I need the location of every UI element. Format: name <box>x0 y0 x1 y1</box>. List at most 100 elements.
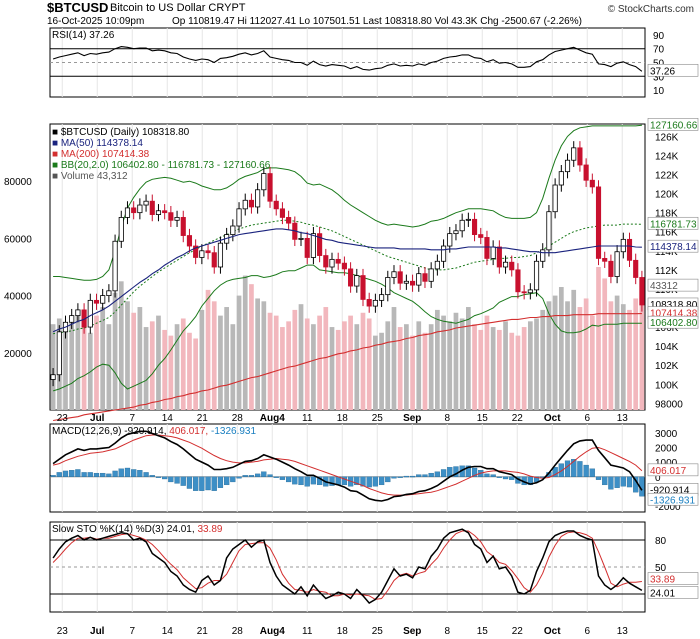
volume-value-tag-bg <box>647 278 699 292</box>
candle-body <box>323 255 329 268</box>
price-value-tag: 108318.80 <box>650 300 698 311</box>
macd-hist-tag-bg <box>647 492 699 506</box>
volume-bar <box>416 321 422 410</box>
volume-bar <box>317 315 322 410</box>
candle-body <box>571 147 577 161</box>
candle-body <box>379 294 385 301</box>
candle-body <box>440 245 447 262</box>
bb-middle-line <box>53 219 642 335</box>
sto-k-tag: 24.01 <box>650 588 675 599</box>
candle-body <box>540 249 546 262</box>
volume-bar <box>422 332 428 410</box>
macd-histogram-bar <box>230 476 236 483</box>
candle-body <box>112 240 118 292</box>
macd-histogram-bar <box>285 476 292 483</box>
macd-signal-tag: 406.017 <box>650 466 687 477</box>
rsi-value-tag-bg <box>647 63 699 77</box>
x-axis-label: 13 <box>617 413 629 424</box>
x-axis-label: 8 <box>444 413 450 424</box>
candle-body <box>639 277 645 306</box>
volume-bar <box>242 275 248 410</box>
volume-bar <box>404 324 409 410</box>
price-tick-label: 120K <box>655 190 679 201</box>
volume-bar <box>453 312 459 410</box>
x-axis-label: 14 <box>162 413 174 424</box>
candle-body <box>422 273 428 282</box>
candle-body <box>595 186 602 259</box>
price-tick-label: 100K <box>655 380 679 391</box>
volume-bar <box>193 338 199 410</box>
candle-body <box>403 280 409 284</box>
macd-histogram-bar <box>372 476 379 487</box>
volume-tick-label: 60000 <box>4 234 32 245</box>
candle-body <box>199 250 205 258</box>
macd-histogram-bar <box>403 475 410 478</box>
volume-bar <box>639 286 645 410</box>
price-legend-item: ■ MA(200) 107414.38 <box>52 149 149 160</box>
candle-body <box>286 217 292 224</box>
volume-bar <box>410 335 415 410</box>
candle-body <box>267 173 273 202</box>
rsi-tick-label: 70 <box>653 45 665 56</box>
x-axis-label-bottom: 23 <box>57 626 69 637</box>
volume-bar <box>348 315 353 410</box>
volume-bar <box>366 318 372 410</box>
volume-bar <box>484 315 490 410</box>
macd-histogram-bar <box>155 476 162 478</box>
macd-histogram-bar <box>255 473 261 477</box>
stoch-d-line <box>52 530 642 600</box>
price-tick-label: 122K <box>655 171 679 182</box>
price-value-tag: 106402.80 <box>650 318 698 329</box>
candle-body <box>447 233 453 247</box>
sto-tick-label: 80 <box>655 536 667 547</box>
bb-upper-line <box>53 124 642 281</box>
macd-histogram-bar <box>106 473 112 477</box>
candle-body <box>143 200 149 206</box>
candle-body <box>471 218 478 235</box>
volume-bar <box>100 307 106 410</box>
candle-body <box>410 280 416 286</box>
x-axis-label-bottom: 6 <box>584 626 590 637</box>
candle-body <box>509 261 515 271</box>
volume-bar <box>490 327 496 410</box>
volume-bar <box>397 327 403 410</box>
volume-bar <box>292 309 298 410</box>
copyright-notice: © StockCharts.com <box>607 4 694 15</box>
sto-tick-label: 50 <box>655 563 667 574</box>
macd-histogram-bar <box>428 472 434 477</box>
legend-swatch-icon: ■ <box>52 160 61 171</box>
price-legend-item: ■ BB(20,2.0) 106402.80 - 116781.73 - 127… <box>52 160 270 171</box>
candle-body <box>100 295 106 304</box>
volume-bar <box>459 318 465 410</box>
candle-body <box>106 290 112 297</box>
macd-histogram-bar <box>571 459 577 477</box>
legend-text: BB(20,2.0) 106402.80 - 116781.73 - 12716… <box>60 160 271 171</box>
macd-histogram-bar <box>422 474 428 477</box>
volume-bar <box>81 327 87 410</box>
macd-histogram-bar <box>261 471 267 477</box>
macd-histogram-bar <box>360 476 366 487</box>
bb-lower-line <box>52 264 642 392</box>
candle-body <box>137 204 143 214</box>
volume-bar <box>273 315 279 410</box>
macd-tick-label: 2000 <box>655 443 678 454</box>
macd-histogram-bar <box>335 476 341 486</box>
price-tick-label: 124K <box>655 151 679 162</box>
x-axis-label-bottom: 8 <box>444 626 450 637</box>
x-axis-label: 15 <box>477 413 489 424</box>
candle-body <box>69 315 75 323</box>
candle-body <box>341 262 347 270</box>
macd-histogram-bar <box>589 468 595 477</box>
candle-body <box>527 289 533 294</box>
macd-histogram-bar <box>50 475 56 477</box>
price-tick-label: 126K <box>655 132 679 143</box>
macd-histogram-bar <box>100 472 106 477</box>
legend-text: $BTCUSD (Daily) 108318.80 <box>60 127 190 138</box>
volume-bar <box>205 289 211 410</box>
candle-body <box>577 147 583 166</box>
sto-legend-item: 33.89 <box>197 524 223 535</box>
macd-histogram-bar <box>558 463 564 477</box>
macd-histogram-bar <box>509 476 515 480</box>
candle-body <box>174 217 180 221</box>
